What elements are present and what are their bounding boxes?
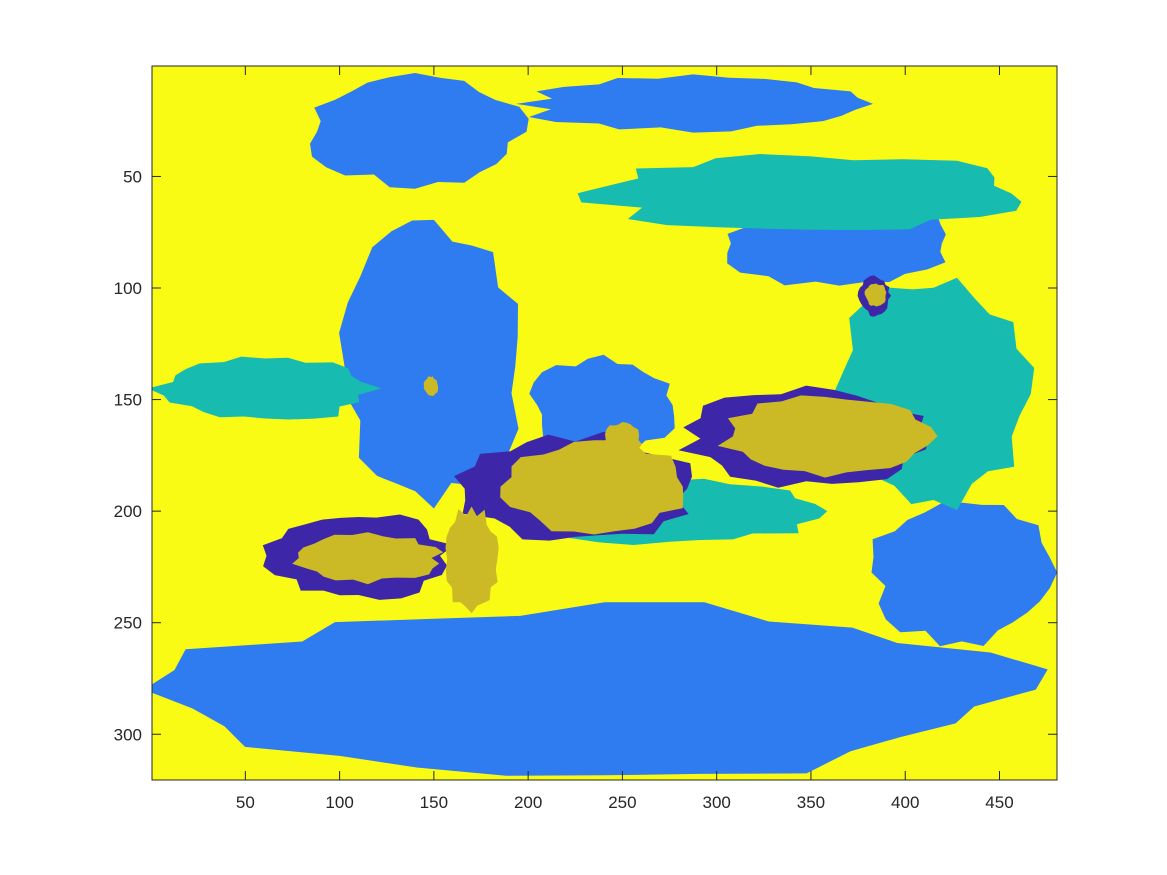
heatmap-region-class-1 (310, 73, 529, 189)
axes-box (151, 65, 1058, 781)
heatmap-region-class-3 (604, 422, 642, 468)
x-axis: 50 100 150 200 250 300 350 400 450 (236, 66, 1014, 812)
x-tick-label: 450 (985, 793, 1013, 812)
x-tick-label: 300 (702, 793, 730, 812)
heatmap-region-class-1 (339, 219, 519, 509)
x-tick-label: 250 (608, 793, 636, 812)
x-tick-label: 50 (236, 793, 255, 812)
heatmap-region-class-1 (871, 502, 1057, 647)
y-tick-label: 50 (123, 167, 142, 186)
y-tick-label: 300 (114, 725, 142, 744)
heatmap-region-class-3 (445, 506, 499, 614)
heatmap-region-class-2 (577, 154, 1022, 230)
plot-area (152, 66, 1057, 780)
y-tick-label: 200 (114, 502, 142, 521)
heatmap-region-class-1 (529, 354, 675, 455)
y-axis: 50 100 150 200 250 300 (114, 167, 1057, 744)
heatmap-region-class-3 (292, 532, 444, 585)
heatmap-region-class-3 (717, 395, 938, 478)
heatmap-region-class-3 (500, 440, 684, 535)
x-tick-label: 200 (514, 793, 542, 812)
x-tick-label: 350 (797, 793, 825, 812)
heatmap-region-class-3 (864, 283, 887, 307)
y-tick-label: 250 (114, 614, 142, 633)
heatmap-region-class-3 (423, 376, 439, 396)
y-tick-label: 100 (114, 279, 142, 298)
x-tick-label: 100 (325, 793, 353, 812)
x-tick-label: 150 (420, 793, 448, 812)
x-tick-label: 400 (891, 793, 919, 812)
y-tick-label: 150 (114, 391, 142, 410)
heatmap-region-class-1 (516, 74, 873, 133)
heatmap-region-class-1 (152, 602, 1048, 776)
heatmap-region-class-2 (152, 356, 382, 420)
